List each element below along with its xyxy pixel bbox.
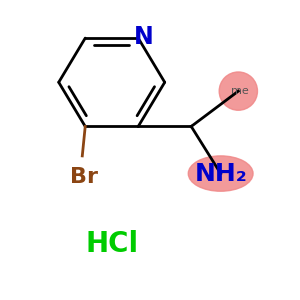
Ellipse shape xyxy=(188,156,253,191)
Text: HCl: HCl xyxy=(85,230,138,258)
Circle shape xyxy=(219,72,257,110)
Text: NH₂: NH₂ xyxy=(194,162,247,186)
Text: N: N xyxy=(134,25,154,49)
Text: Br: Br xyxy=(70,167,98,187)
Text: me: me xyxy=(231,86,249,96)
